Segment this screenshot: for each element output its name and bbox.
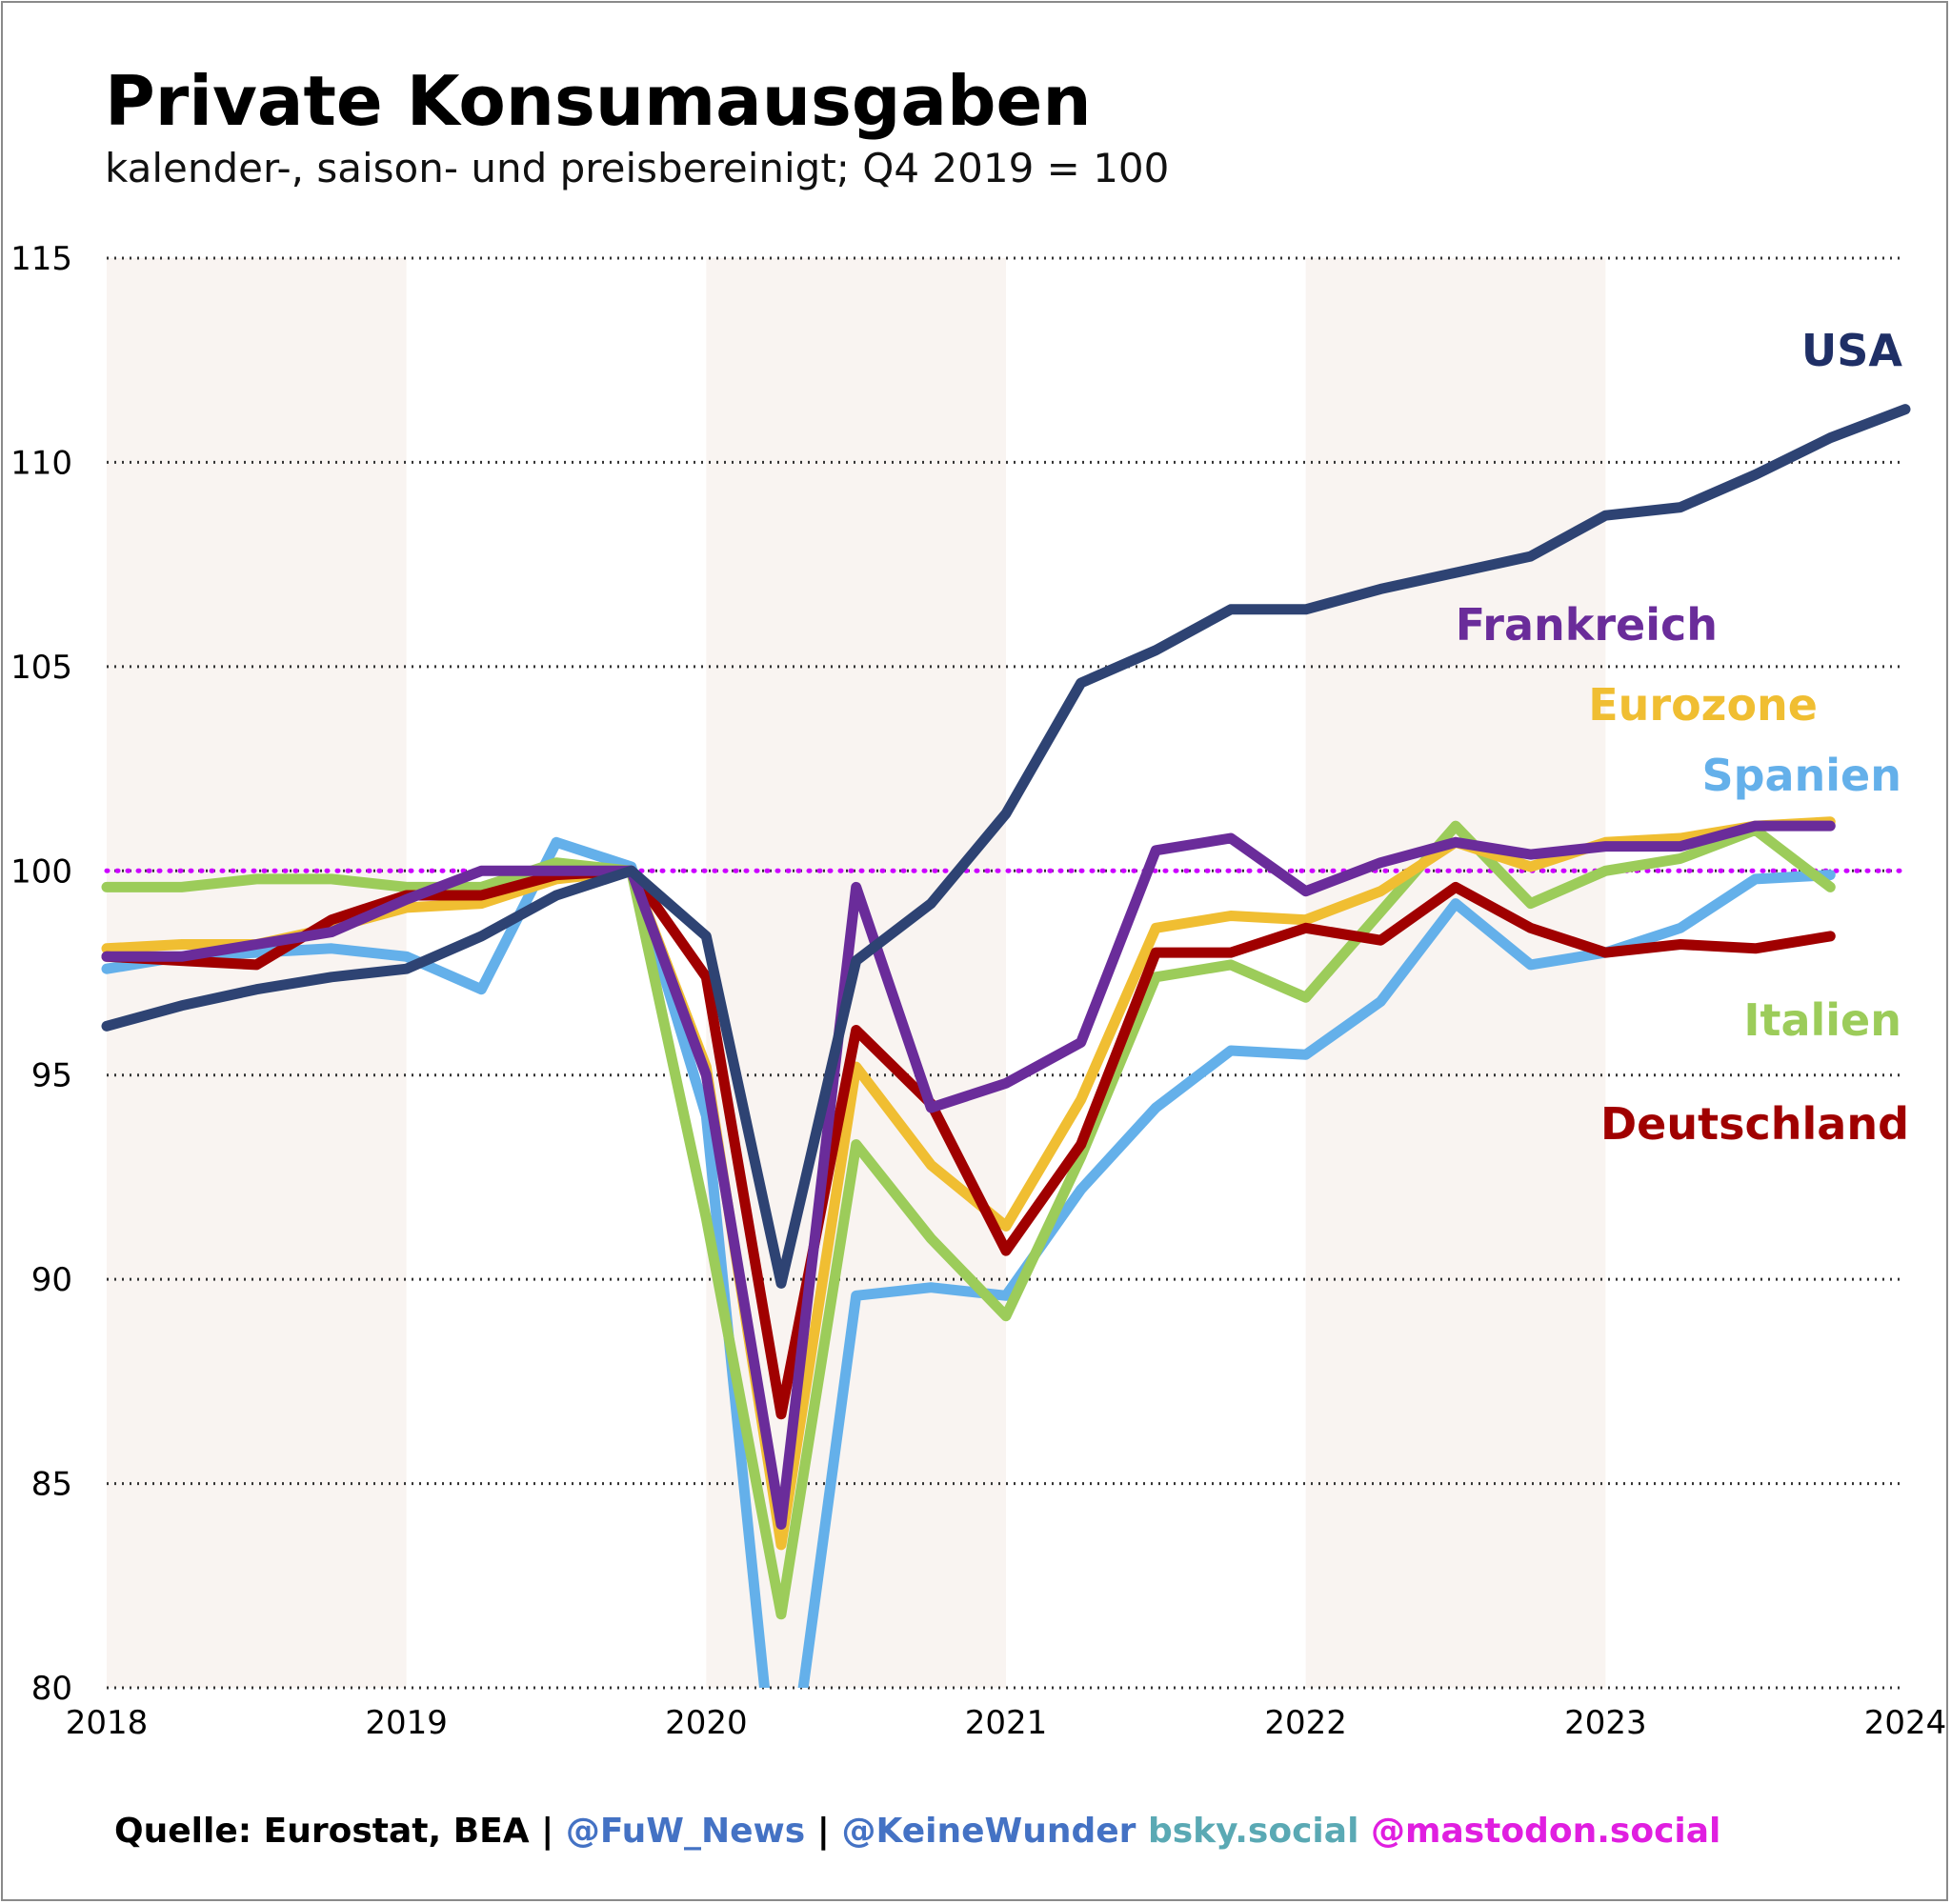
x-tick-label: 2020: [665, 1704, 748, 1742]
y-tick-label: 100: [10, 852, 72, 891]
y-tick-label: 95: [31, 1057, 72, 1095]
separator: |: [805, 1812, 842, 1851]
chart-title: Private Konsumausgaben: [105, 61, 1092, 141]
x-tick-label: 2019: [365, 1704, 448, 1742]
y-tick-label: 85: [31, 1466, 72, 1504]
source-text: Quelle: Eurostat, BEA: [114, 1812, 530, 1851]
series-lines: [101, 404, 1911, 1688]
series-label-eurozone: Eurozone: [1588, 679, 1818, 731]
fuw-handle: @FuW_News: [565, 1812, 806, 1851]
x-tick-label: 2021: [965, 1704, 1048, 1742]
x-tick-label: 2022: [1264, 1704, 1347, 1742]
series-line-frankreich: [101, 820, 1836, 1530]
series-line-eurozone: [101, 816, 1836, 1551]
y-tick-label: 90: [31, 1261, 72, 1299]
y-tick-label: 115: [10, 240, 72, 278]
y-tick-label: 105: [10, 649, 72, 687]
mastodon-handle: @mastodon.social: [1370, 1812, 1721, 1851]
series-line-spanien: [101, 836, 1836, 1688]
x-tick-label: 2024: [1864, 1704, 1947, 1742]
x-axis-ticks: 2018 2019 2020 2021 2022 2023 2024: [66, 1704, 1947, 1742]
y-tick-label: 80: [31, 1670, 72, 1708]
keinewunder-handle: @KeineWunder: [841, 1812, 1136, 1851]
series-label-deutschland: Deutschland: [1600, 1098, 1909, 1150]
year-band: [1305, 258, 1606, 1688]
source-footer: Quelle: Eurostat, BEA | @FuW_News | @Kei…: [114, 1812, 1720, 1851]
y-tick-label: 110: [10, 444, 72, 482]
series-line-italien: [101, 820, 1836, 1620]
series-label-usa: USA: [1801, 325, 1902, 376]
series-label-spanien: Spanien: [1701, 750, 1901, 801]
chart-subtitle: kalender-, saison- und preisbereinigt; Q…: [105, 145, 1170, 191]
series-labels: USA Frankreich Eurozone Spanien Italien Deuts…: [1456, 325, 1909, 1150]
series-label-italien: Italien: [1743, 994, 1901, 1046]
series-line-usa: [101, 404, 1911, 1289]
bsky-handle: bsky.social: [1136, 1812, 1371, 1851]
x-tick-label: 2018: [66, 1704, 149, 1742]
separator: |: [529, 1812, 566, 1851]
y-axis-ticks: 80 85 90 95 100 105 110 115: [10, 240, 72, 1708]
series-label-frankreich: Frankreich: [1456, 599, 1718, 651]
x-tick-label: 2023: [1564, 1704, 1647, 1742]
